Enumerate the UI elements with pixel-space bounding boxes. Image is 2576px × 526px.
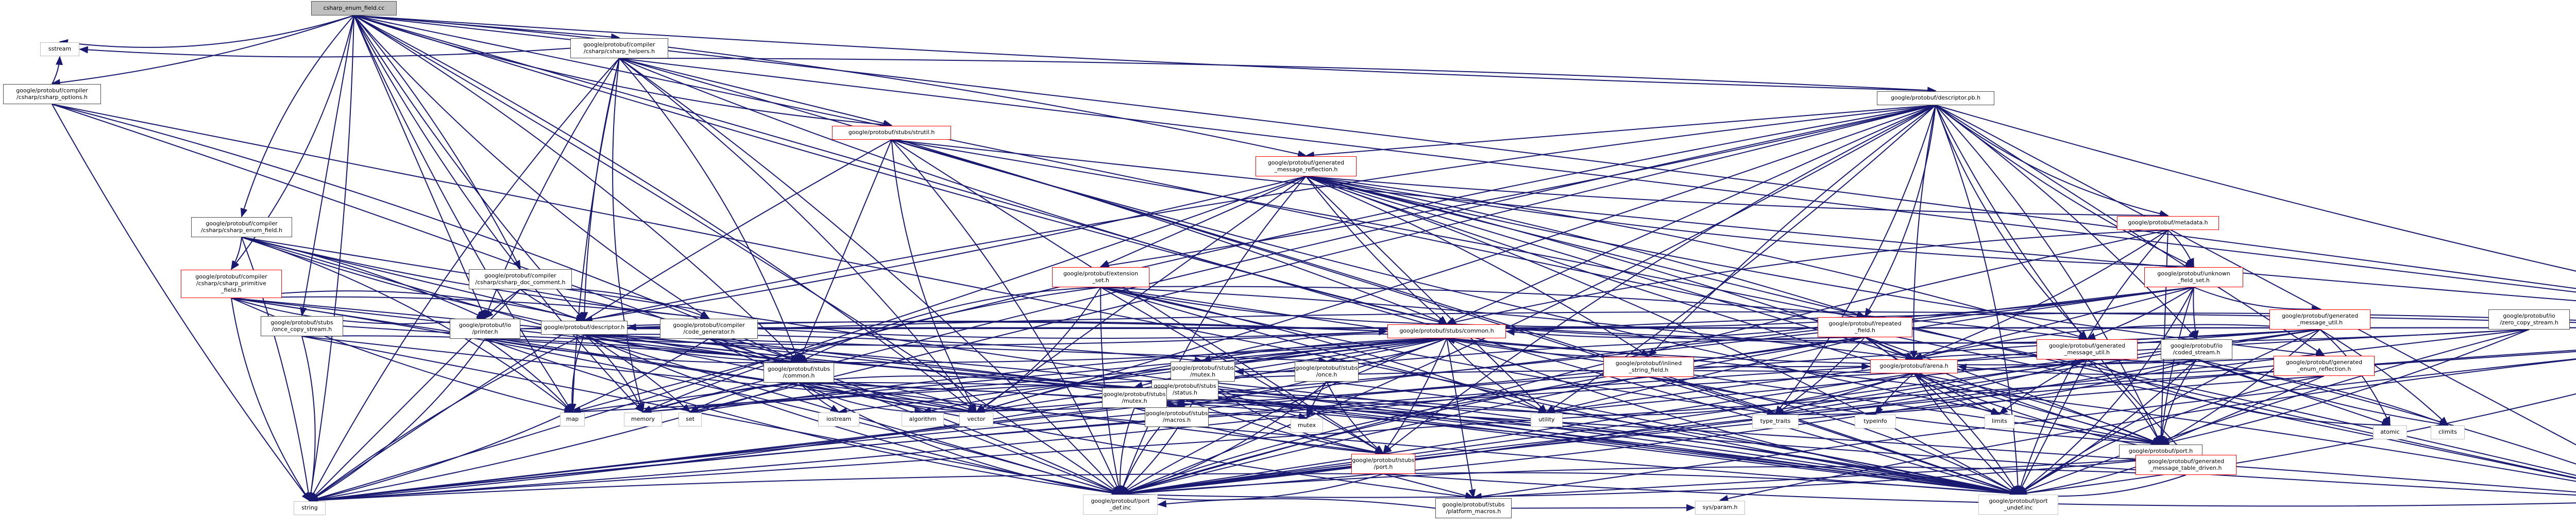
graph-node[interactable]: google/protobuf/compiler /csharp/csharp_… <box>469 269 572 289</box>
graph-node[interactable]: google/protobuf/io /zero_copy_stream.h <box>2488 309 2570 330</box>
graph-node[interactable]: google/protobuf/arena.h <box>1870 359 1958 373</box>
graph-node[interactable]: limits <box>1985 415 2014 429</box>
graph-node[interactable]: google/protobuf/stubs/strutil.h <box>832 126 951 140</box>
graph-node[interactable]: utility <box>1531 413 1563 427</box>
graph-node[interactable]: atomic <box>2373 425 2407 439</box>
graph-node[interactable]: google/protobuf/stubs /macros.h <box>1145 407 1209 427</box>
graph-node[interactable]: google/protobuf/extension _set.h <box>1052 267 1149 287</box>
graph-node[interactable]: google/protobuf/generated _message_table… <box>2136 455 2236 475</box>
graph-node[interactable]: string <box>294 501 326 515</box>
graph-node[interactable]: google/protobuf/io /printer.h <box>450 319 520 339</box>
graph-node[interactable]: google/protobuf/compiler /csharp/csharp_… <box>181 270 282 298</box>
graph-node[interactable]: map <box>560 413 585 426</box>
graph-node[interactable]: google/protobuf/stubs /mutex.h <box>1171 361 1235 382</box>
graph-node[interactable]: google/protobuf/stubs/common.h <box>1387 324 1506 338</box>
graph-node[interactable]: google/protobuf/stubs /common.h <box>764 363 834 383</box>
graph-node[interactable]: google/protobuf/generated _enum_reflecti… <box>2274 356 2375 376</box>
graph-node[interactable]: google/protobuf/generated _message_util.… <box>2037 339 2138 359</box>
graph-node[interactable]: google/protobuf/generated _message_util.… <box>2269 309 2370 330</box>
graph-node[interactable]: sstream <box>40 42 79 56</box>
graph-node[interactable]: mutex <box>1291 419 1323 433</box>
graph-node[interactable]: google/protobuf/compiler /csharp/csharp_… <box>3 84 101 104</box>
graph-node[interactable]: google/protobuf/inlined _string_field.h <box>1603 357 1694 377</box>
graph-node[interactable]: sys/param.h <box>1695 501 1745 515</box>
graph-node[interactable]: google/protobuf/stubs /once.h <box>1295 361 1359 382</box>
graph-node[interactable]: typeinfo <box>1855 415 1896 429</box>
graph-node[interactable]: google/protobuf/stubs /port.h <box>1351 454 1415 474</box>
graph-node[interactable]: google/protobuf/compiler /csharp/csharp_… <box>570 38 668 58</box>
graph-node[interactable]: type_traits <box>1752 415 1799 429</box>
graph-node[interactable]: algorithm <box>902 413 944 426</box>
graph-node[interactable]: vector <box>959 413 993 426</box>
graph-node[interactable]: google/protobuf/stubs /mutex.h <box>1102 388 1167 408</box>
graph-node[interactable]: google/protobuf/port _def.inc <box>1083 495 1158 515</box>
graph-node[interactable]: google/protobuf/stubs /platform_macros.h <box>1435 498 1512 518</box>
graph-node[interactable]: google/protobuf/generated _message_refle… <box>1256 156 1357 176</box>
graph-node[interactable]: google/protobuf/stubs /once_copy_stream.… <box>261 316 343 336</box>
graph-node[interactable]: google/protobuf/compiler /csharp/csharp_… <box>191 217 292 237</box>
graph-node[interactable]: google/protobuf/repeated _field.h <box>1818 317 1912 337</box>
graph-node[interactable]: climits <box>2431 425 2465 439</box>
graph-node[interactable]: google/protobuf/descriptor.h <box>541 321 628 335</box>
graph-node[interactable]: iostream <box>818 413 859 426</box>
graph-node[interactable]: google/protobuf/descriptor.pb.h <box>1877 91 1994 105</box>
graph-node[interactable]: google/protobuf/unknown _field_set.h <box>2144 267 2243 287</box>
graph-node[interactable]: google/protobuf/metadata.h <box>2117 216 2219 230</box>
graph-node[interactable]: google/protobuf/io /coded_stream.h <box>2161 339 2232 359</box>
graph-node[interactable]: google/protobuf/port _undef.inc <box>1978 495 2058 515</box>
graph-node[interactable]: memory <box>624 413 662 426</box>
graph-node[interactable]: csharp_enum_field.cc <box>311 1 397 15</box>
graph-node[interactable]: set <box>679 413 702 426</box>
graph-node[interactable]: google/protobuf/compiler /code_generator… <box>660 319 758 339</box>
